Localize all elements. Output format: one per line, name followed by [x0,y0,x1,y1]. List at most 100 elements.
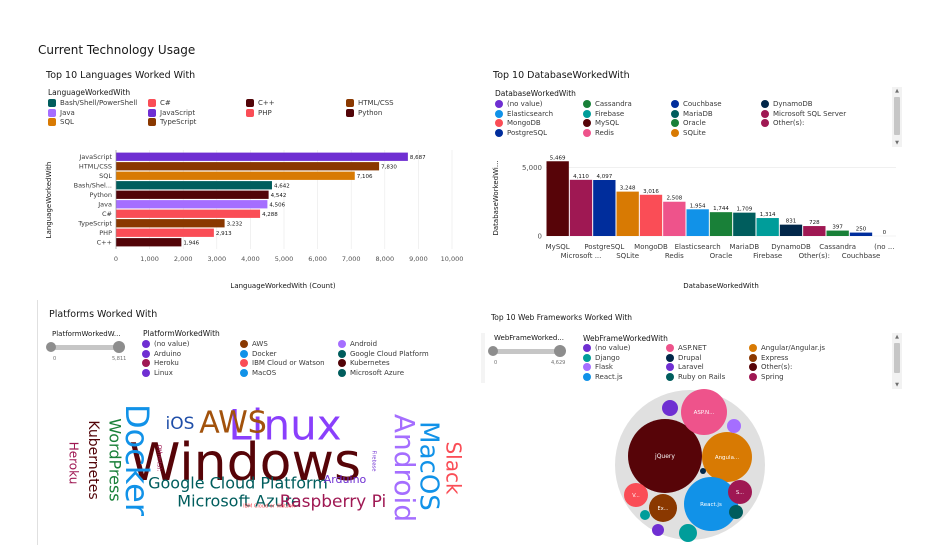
scroll-thumb[interactable] [894,97,900,135]
bar[interactable] [116,200,268,209]
bar[interactable] [569,179,593,236]
webframe-left-scrollbar[interactable] [481,333,485,383]
legend-item[interactable]: MongoDB [495,119,575,127]
word-cloud-word[interactable]: Arduino [324,473,367,486]
legend-item[interactable]: Oracle [671,119,753,127]
bar[interactable] [803,226,826,236]
scroll-up-icon[interactable]: ▲ [895,88,899,94]
legend-item[interactable]: Couchbase [671,100,753,108]
legend-item[interactable]: Redis [583,128,663,137]
legend-item[interactable]: Microsoft Azure [338,368,448,377]
bar[interactable] [663,201,686,236]
bubble[interactable] [628,419,702,493]
bar[interactable] [116,152,408,161]
bubble[interactable] [681,389,727,435]
bar[interactable] [546,161,569,236]
word-cloud-word[interactable]: AWS [199,406,267,441]
legend-item[interactable]: Cassandra [583,100,663,108]
legend-item[interactable]: (no value) [495,100,575,108]
bar[interactable] [733,212,756,236]
bubble[interactable] [649,494,677,522]
word-cloud-word[interactable]: IBM Cloud or Watson [243,504,295,510]
bubble[interactable] [652,524,664,536]
legend-item[interactable]: Linux [142,368,232,377]
legend-item[interactable]: Ruby on Rails [666,372,741,381]
word-cloud-word[interactable]: Android [388,414,421,522]
word-cloud-word[interactable]: Linux [228,401,341,450]
legend-item[interactable]: Bash/Shell/PowerShell [48,99,140,107]
legend-item[interactable]: Other(s): [749,363,844,371]
webframe-range-slider[interactable] [494,349,560,354]
bar[interactable] [779,224,803,236]
bar[interactable] [593,180,616,236]
legend-item[interactable]: JavaScript [148,108,238,117]
bar[interactable] [616,191,639,236]
legend-item[interactable]: (no value) [142,340,232,348]
bubble[interactable] [702,432,752,482]
bar[interactable] [116,162,380,171]
legend-item[interactable]: C++ [246,99,338,107]
bar[interactable] [116,171,355,180]
webframe-slider-max-handle[interactable] [554,345,566,357]
word-cloud-word[interactable]: Kubernetes [85,420,101,499]
legend-item[interactable]: PostgreSQL [495,128,575,137]
legend-item[interactable]: MariaDB [671,109,753,118]
legend-item[interactable]: Java [48,108,140,117]
webframe-legend-scrollbar[interactable]: ▲ ▼ [892,333,902,389]
legend-item[interactable]: Android [338,340,448,348]
legend-item[interactable]: Django [583,353,658,362]
legend-item[interactable]: PHP [246,108,338,117]
word-cloud-word[interactable]: Heroku [67,442,81,485]
bubble[interactable] [624,483,648,507]
word-cloud-word[interactable]: Slack [442,441,466,495]
legend-item[interactable]: React.js [583,372,658,381]
legend-item[interactable]: Python [346,108,446,117]
legend-item[interactable]: MacOS [240,368,330,377]
bubble[interactable] [700,468,706,474]
legend-item[interactable]: Kubernetes [338,359,448,367]
bubble[interactable] [684,477,738,531]
word-cloud-word[interactable]: Firebase [371,451,377,472]
word-cloud-word[interactable]: Windows [129,433,361,493]
legend-item[interactable]: Other(s): [761,119,871,127]
word-cloud-word[interactable]: Raspberry Pi [280,492,387,512]
word-cloud-word[interactable]: Microsoft Azure [177,492,300,511]
bubble[interactable] [662,400,678,416]
legend-item[interactable]: Elasticsearch [495,109,575,118]
word-cloud-word[interactable]: MacOS [414,421,444,511]
legend-item[interactable]: DynamoDB [761,100,871,108]
scroll-up-icon[interactable]: ▲ [895,334,899,340]
word-cloud-word[interactable]: Other(s): [156,445,163,472]
legend-item[interactable]: SQL [48,118,140,126]
legend-item[interactable]: Express [749,353,844,362]
bubble[interactable] [727,419,741,433]
bubble[interactable] [640,510,650,520]
bar[interactable] [116,190,269,199]
platforms-range-slider[interactable] [53,345,121,350]
legend-item[interactable]: (no value) [583,344,658,352]
legend-item[interactable]: SQLite [671,128,753,137]
legend-item[interactable]: TypeScript [148,118,238,126]
platforms-slider-min-handle[interactable] [46,342,56,352]
bar[interactable] [116,209,261,218]
scroll-down-icon[interactable]: ▼ [895,140,899,146]
bar[interactable] [116,181,272,190]
bar[interactable] [826,230,849,236]
legend-item[interactable]: Laravel [666,363,741,371]
platforms-slider-max-handle[interactable] [113,341,125,353]
legend-item[interactable]: Google Cloud Platform [338,349,448,358]
legend-item[interactable]: IBM Cloud or Watson [240,359,330,367]
legend-item[interactable]: Arduino [142,349,232,358]
scroll-down-icon[interactable]: ▼ [895,382,899,388]
legend-item[interactable]: Drupal [666,353,741,362]
legend-item[interactable]: ASP.NET [666,344,741,352]
bar[interactable] [116,238,182,247]
legend-item[interactable]: C# [148,99,238,107]
bubble[interactable] [729,505,743,519]
word-cloud-word[interactable]: Google Cloud Platform [148,474,328,493]
bar[interactable] [849,232,873,236]
word-cloud-word[interactable]: Docker [118,404,156,517]
legend-item[interactable]: AWS [240,340,330,348]
bar[interactable] [709,212,733,236]
legend-item[interactable]: Microsoft SQL Server [761,109,871,118]
